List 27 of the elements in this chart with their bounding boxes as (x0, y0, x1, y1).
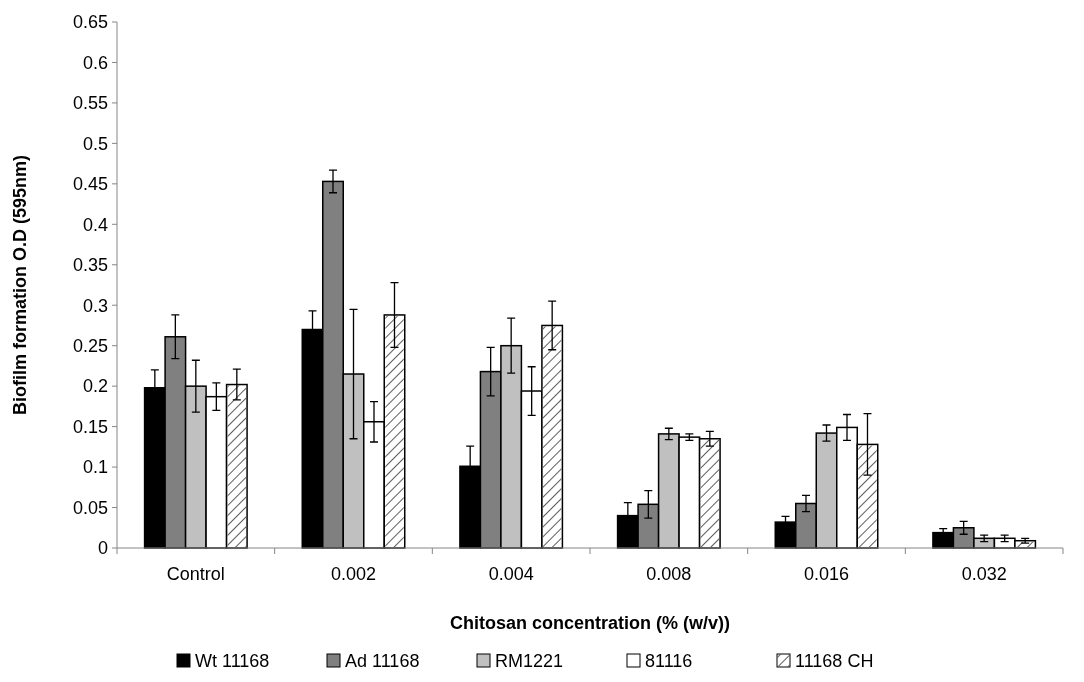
x-tick-label: Control (166, 564, 225, 584)
x-tick-label: 0.002 (330, 564, 377, 584)
y-tick-label: 0.15 (72, 416, 108, 437)
y-tick-label: 0.2 (82, 376, 108, 397)
y-tick-label: 0.65 (72, 12, 108, 33)
x-axis-title: Chitosan concentration (% (w/v)) (449, 613, 731, 633)
y-tick-label: 0.05 (72, 497, 108, 518)
y-axis-title: Biofilm formation O.D (595nm) (10, 154, 30, 416)
legend-label: 11168 CH (795, 651, 874, 671)
y-tick-label: 0.45 (72, 174, 108, 195)
y-tick-label: 0.3 (82, 295, 108, 316)
x-tick-label: 0.004 (488, 564, 534, 584)
x-tick-label: 0.008 (646, 564, 692, 584)
y-tick-label: 0.5 (82, 133, 108, 154)
y-tick-label: 0.55 (72, 93, 108, 114)
y-tick-label: 0.25 (72, 335, 108, 356)
y-tick-label: 0.4 (82, 214, 108, 235)
legend-label: Wt 11168 (195, 651, 270, 671)
legend-label: Ad 11168 (345, 651, 420, 671)
x-tick-label: 0.032 (961, 564, 1007, 584)
y-tick-label: 0 (97, 538, 108, 559)
y-tick-label: 0.35 (72, 255, 108, 276)
x-tick-label: 0.016 (803, 564, 850, 584)
y-tick-label: 0.6 (82, 52, 108, 73)
legend-label: 81116 (645, 651, 693, 671)
y-tick-label: 0.1 (82, 457, 108, 478)
legend-label: RM1221 (495, 651, 564, 671)
